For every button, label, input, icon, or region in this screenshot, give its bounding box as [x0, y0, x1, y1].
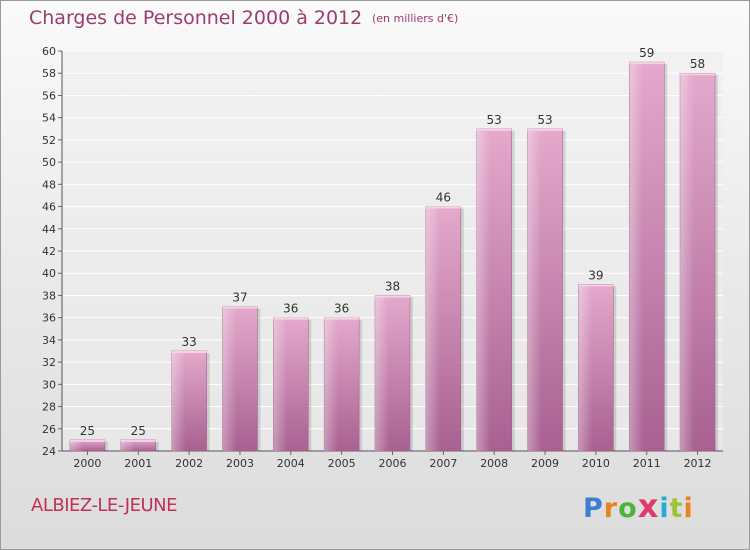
y-tick-label: 50	[42, 156, 56, 169]
data-label: 58	[690, 57, 705, 71]
data-label: 38	[385, 279, 400, 293]
x-tick-label: 2010	[582, 457, 610, 470]
y-tick-label: 30	[42, 378, 56, 391]
data-label: 36	[283, 302, 298, 316]
chart-title: Charges de Personnel 2000 à 2012	[29, 7, 363, 29]
data-label: 46	[436, 191, 451, 205]
x-tick-label: 2002	[175, 457, 203, 470]
y-tick-label: 60	[42, 45, 56, 58]
y-tick-label: 48	[42, 178, 56, 191]
chart-subtitle: (en milliers d'€)	[372, 12, 459, 25]
y-tick-label: 34	[42, 334, 56, 347]
data-label: 53	[537, 113, 552, 127]
brand-logo-letter: i	[659, 493, 670, 524]
y-tick-label: 46	[42, 201, 56, 214]
bar-highlight	[273, 317, 309, 451]
data-label: 36	[334, 302, 349, 316]
x-tick-label: 2005	[328, 457, 356, 470]
data-label: 25	[131, 424, 146, 438]
brand-logo-letter: r	[603, 493, 619, 524]
data-label: 33	[181, 335, 196, 349]
x-tick-label: 2003	[226, 457, 254, 470]
x-tick-label: 2007	[429, 457, 457, 470]
y-tick-label: 52	[42, 134, 56, 147]
x-tick-label: 2000	[73, 457, 101, 470]
x-tick-label: 2009	[531, 457, 559, 470]
data-label: 37	[232, 291, 247, 305]
y-tick-label: 24	[42, 445, 56, 458]
bar-highlight	[578, 284, 614, 451]
data-label: 59	[639, 46, 654, 60]
x-tick-label: 2011	[633, 457, 661, 470]
y-tick-label: 26	[42, 423, 56, 436]
y-tick-label: 42	[42, 245, 56, 258]
bar-highlight	[476, 128, 512, 451]
y-tick-label: 32	[42, 356, 56, 369]
bar-highlight	[375, 295, 410, 451]
bar-highlight	[69, 439, 105, 451]
bar-highlight	[120, 439, 156, 451]
bar-highlight	[425, 206, 461, 451]
bar-highlight	[527, 128, 563, 451]
brand-logo-letter: x	[637, 487, 660, 525]
y-tick-label: 28	[42, 401, 56, 414]
y-tick-label: 36	[42, 312, 56, 325]
y-tick-label: 40	[42, 267, 56, 280]
bar-highlight	[324, 317, 360, 451]
brand-logo-letter: o	[618, 493, 638, 524]
y-tick-label: 44	[42, 223, 56, 236]
brand-logo-letter: i	[683, 493, 694, 524]
x-tick-label: 2004	[277, 457, 305, 470]
data-label: 53	[487, 113, 502, 127]
y-tick-label: 58	[42, 67, 56, 80]
bar-highlight	[680, 73, 716, 451]
data-label: 39	[588, 268, 603, 282]
data-label: 25	[80, 424, 95, 438]
y-tick-label: 54	[42, 112, 56, 125]
brand-logo: Proxiti	[583, 487, 694, 525]
bar-highlight	[171, 351, 207, 451]
x-tick-label: 2006	[379, 457, 407, 470]
commune-name: ALBIEZ-LE-JEUNE	[31, 495, 177, 516]
y-tick-label: 56	[42, 89, 56, 102]
brand-logo-letter: P	[583, 493, 604, 524]
x-tick-label: 2008	[480, 457, 508, 470]
bar-highlight	[222, 306, 258, 451]
bar-highlight	[629, 62, 665, 451]
x-tick-label: 2012	[684, 457, 712, 470]
y-tick-label: 38	[42, 289, 56, 302]
brand-logo-letter: t	[669, 493, 684, 524]
x-tick-label: 2001	[124, 457, 152, 470]
